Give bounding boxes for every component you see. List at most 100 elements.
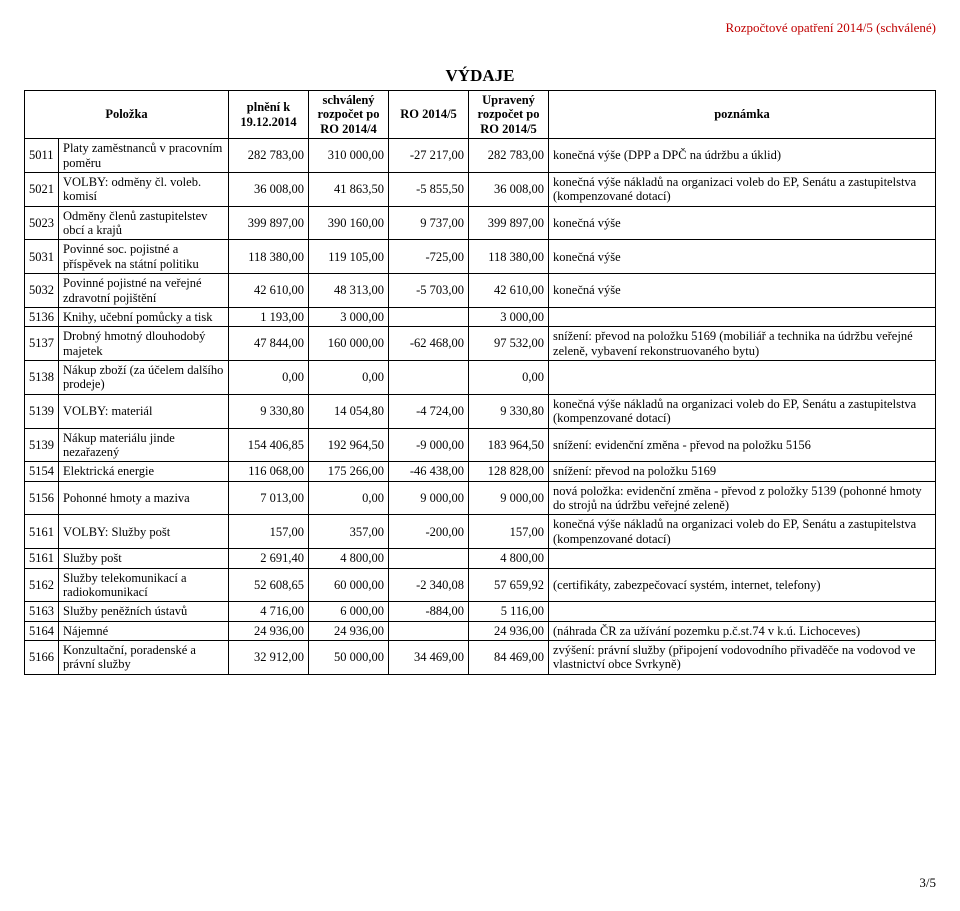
cell-ro: -9 000,00 [389, 428, 469, 462]
cell-plneni: 0,00 [229, 361, 309, 395]
cell-upraveny: 5 116,00 [469, 602, 549, 621]
cell-plneni: 24 936,00 [229, 621, 309, 640]
cell-ro: -4 724,00 [389, 394, 469, 428]
cell-ro: -62 468,00 [389, 327, 469, 361]
col-header-plneni: plnění k 19.12.2014 [229, 91, 309, 139]
cell-schvaleny: 50 000,00 [309, 641, 389, 675]
cell-ro: -200,00 [389, 515, 469, 549]
cell-upraveny: 9 330,80 [469, 394, 549, 428]
cell-schvaleny: 119 105,00 [309, 240, 389, 274]
cell-schvaleny: 390 160,00 [309, 206, 389, 240]
cell-code: 5139 [25, 394, 59, 428]
cell-upraveny: 3 000,00 [469, 307, 549, 326]
cell-upraveny: 399 897,00 [469, 206, 549, 240]
cell-name: Nájemné [59, 621, 229, 640]
cell-ro: -5 855,50 [389, 172, 469, 206]
table-row: 5163Služby peněžních ústavů4 716,006 000… [25, 602, 936, 621]
cell-ro: -725,00 [389, 240, 469, 274]
col-header-schvaleny: schválený rozpočet po RO 2014/4 [309, 91, 389, 139]
table-row: 5166Konzultační, poradenské a právní slu… [25, 641, 936, 675]
cell-name: Konzultační, poradenské a právní služby [59, 641, 229, 675]
cell-upraveny: 57 659,92 [469, 568, 549, 602]
cell-ro: -2 340,08 [389, 568, 469, 602]
cell-note: zvýšení: právní služby (připojení vodovo… [549, 641, 936, 675]
cell-schvaleny: 0,00 [309, 481, 389, 515]
cell-note: snížení: převod na položku 5169 [549, 462, 936, 481]
cell-plneni: 282 783,00 [229, 139, 309, 173]
cell-code: 5166 [25, 641, 59, 675]
cell-ro [389, 549, 469, 568]
cell-schvaleny: 310 000,00 [309, 139, 389, 173]
table-row: 5156Pohonné hmoty a maziva7 013,000,009 … [25, 481, 936, 515]
table-row: 5021VOLBY: odměny čl. voleb. komisí36 00… [25, 172, 936, 206]
cell-plneni: 47 844,00 [229, 327, 309, 361]
cell-code: 5139 [25, 428, 59, 462]
cell-code: 5023 [25, 206, 59, 240]
cell-plneni: 36 008,00 [229, 172, 309, 206]
cell-name: Odměny členů zastupitelstev obcí a krajů [59, 206, 229, 240]
cell-code: 5163 [25, 602, 59, 621]
cell-schvaleny: 0,00 [309, 361, 389, 395]
cell-ro: -46 438,00 [389, 462, 469, 481]
table-row: 5136Knihy, učební pomůcky a tisk1 193,00… [25, 307, 936, 326]
cell-name: Povinné pojistné na veřejné zdravotní po… [59, 274, 229, 308]
cell-ro: 9 000,00 [389, 481, 469, 515]
cell-schvaleny: 6 000,00 [309, 602, 389, 621]
cell-upraveny: 36 008,00 [469, 172, 549, 206]
cell-note: konečná výše [549, 274, 936, 308]
cell-code: 5156 [25, 481, 59, 515]
cell-plneni: 116 068,00 [229, 462, 309, 481]
cell-name: VOLBY: materiál [59, 394, 229, 428]
table-header-row: Položka plnění k 19.12.2014 schválený ro… [25, 91, 936, 139]
cell-name: Knihy, učební pomůcky a tisk [59, 307, 229, 326]
cell-upraveny: 0,00 [469, 361, 549, 395]
cell-plneni: 9 330,80 [229, 394, 309, 428]
cell-upraveny: 118 380,00 [469, 240, 549, 274]
cell-upraveny: 42 610,00 [469, 274, 549, 308]
cell-name: Služby telekomunikací a radiokomunikací [59, 568, 229, 602]
cell-plneni: 52 608,65 [229, 568, 309, 602]
cell-note: konečná výše [549, 240, 936, 274]
cell-note [549, 602, 936, 621]
cell-code: 5137 [25, 327, 59, 361]
cell-ro [389, 361, 469, 395]
cell-name: Elektrická energie [59, 462, 229, 481]
cell-name: Služby pošt [59, 549, 229, 568]
cell-note: (certifikáty, zabezpečovací systém, inte… [549, 568, 936, 602]
cell-ro [389, 621, 469, 640]
cell-note [549, 549, 936, 568]
cell-ro: -5 703,00 [389, 274, 469, 308]
cell-upraveny: 84 469,00 [469, 641, 549, 675]
cell-schvaleny: 48 313,00 [309, 274, 389, 308]
cell-upraveny: 4 800,00 [469, 549, 549, 568]
cell-schvaleny: 357,00 [309, 515, 389, 549]
table-row: 5164Nájemné24 936,0024 936,0024 936,00(n… [25, 621, 936, 640]
cell-note: snížení: evidenční změna - převod na pol… [549, 428, 936, 462]
cell-schvaleny: 41 863,50 [309, 172, 389, 206]
cell-plneni: 42 610,00 [229, 274, 309, 308]
cell-plneni: 32 912,00 [229, 641, 309, 675]
cell-ro: 34 469,00 [389, 641, 469, 675]
cell-schvaleny: 160 000,00 [309, 327, 389, 361]
cell-code: 5154 [25, 462, 59, 481]
cell-note: konečná výše nákladů na organizaci voleb… [549, 172, 936, 206]
cell-ro [389, 307, 469, 326]
cell-name: VOLBY: Služby pošt [59, 515, 229, 549]
cell-code: 5011 [25, 139, 59, 173]
cell-ro: -884,00 [389, 602, 469, 621]
cell-ro: 9 737,00 [389, 206, 469, 240]
cell-note [549, 307, 936, 326]
cell-schvaleny: 192 964,50 [309, 428, 389, 462]
cell-code: 5162 [25, 568, 59, 602]
table-row: 5139VOLBY: materiál9 330,8014 054,80-4 7… [25, 394, 936, 428]
cell-note: konečná výše [549, 206, 936, 240]
cell-name: Drobný hmotný dlouhodobý majetek [59, 327, 229, 361]
table-row: 5031Povinné soc. pojistné a příspěvek na… [25, 240, 936, 274]
table-row: 5023Odměny členů zastupitelstev obcí a k… [25, 206, 936, 240]
cell-ro: -27 217,00 [389, 139, 469, 173]
col-header-upraveny: Upravený rozpočet po RO 2014/5 [469, 91, 549, 139]
cell-upraveny: 282 783,00 [469, 139, 549, 173]
cell-plneni: 154 406,85 [229, 428, 309, 462]
doc-header-right: Rozpočtové opatření 2014/5 (schválené) [24, 20, 936, 36]
page-footer: 3/5 [24, 875, 936, 891]
